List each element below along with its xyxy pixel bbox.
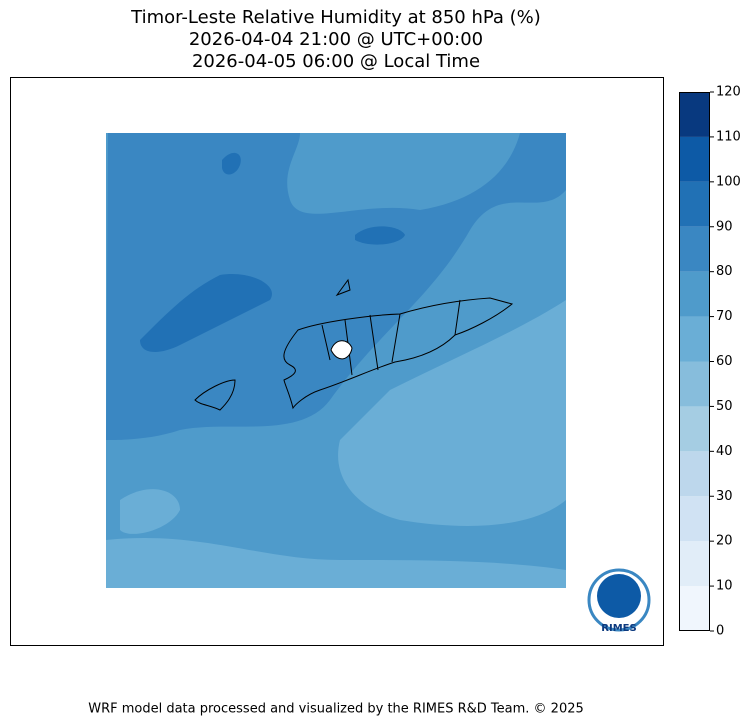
colorbar-tick-label: 10 <box>716 579 733 594</box>
colorbar-band <box>679 496 710 542</box>
colorbar-band <box>679 316 710 362</box>
logo: RIMES <box>587 568 651 634</box>
colorbar-band <box>679 541 710 587</box>
logo-text: RIMES <box>601 623 636 634</box>
boundaries <box>194 278 514 411</box>
colorbar-tick-label: 70 <box>716 309 733 324</box>
colorbar-tick-label: 90 <box>716 219 733 234</box>
colorbar-frame <box>679 92 710 631</box>
colorbar-band <box>679 92 710 137</box>
colorbar-tick-label: 30 <box>716 489 733 504</box>
colorbar-band <box>679 271 710 317</box>
colorbar-tick-label: 110 <box>716 129 741 144</box>
colorbar-tick-label: 100 <box>716 174 741 189</box>
colorbar-band <box>679 586 710 631</box>
footer: WRF model data processed and visualized … <box>88 702 584 717</box>
colorbar-tick-label: 0 <box>716 624 724 639</box>
colorbar-band <box>679 181 710 227</box>
colorbar-tick-label: 80 <box>716 264 733 279</box>
map-field <box>106 133 566 588</box>
colorbar-band <box>679 361 710 407</box>
colorbar-band <box>679 226 710 272</box>
title-line: 2026-04-04 21:00 @ UTC+00:00 <box>189 29 483 50</box>
colorbar-tick-label: 60 <box>716 354 733 369</box>
colorbar-tick-label: 120 <box>716 85 741 100</box>
title-line: 2026-04-05 06:00 @ Local Time <box>192 51 480 72</box>
colorbar-tick-label: 50 <box>716 399 733 414</box>
colorbar-band <box>679 451 710 497</box>
title-line: Timor-Leste Relative Humidity at 850 hPa… <box>130 7 541 28</box>
colorbar-band <box>679 136 710 182</box>
colorbar-tick-label: 20 <box>716 534 733 549</box>
colorbar-tick-label: 40 <box>716 444 733 459</box>
colorbar-band <box>679 406 710 452</box>
